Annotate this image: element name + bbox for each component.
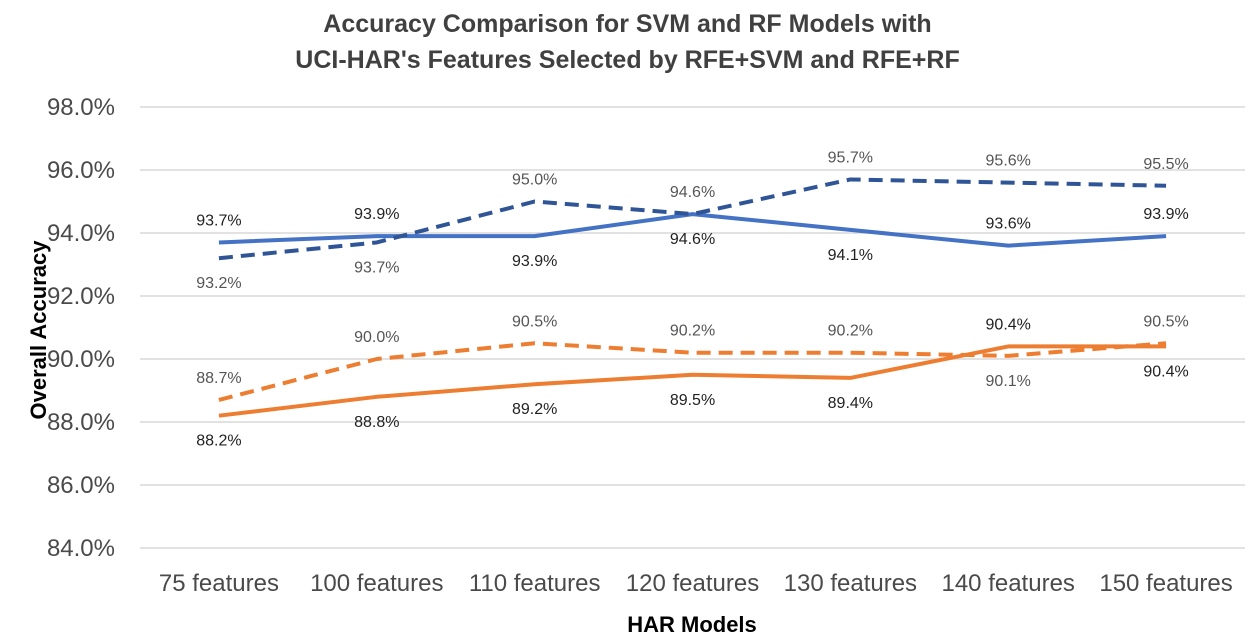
chart-title-line-2: UCI-HAR's Features Selected by RFE+SVM a… (295, 46, 960, 74)
y-tick-label: 96.0% (47, 157, 115, 184)
data-label: 88.2% (196, 433, 241, 450)
x-tick-label: 110 features (469, 570, 601, 597)
data-label: 89.5% (670, 392, 715, 409)
data-label: 90.1% (986, 373, 1031, 390)
data-label: 94.1% (828, 247, 873, 264)
data-label: 93.9% (1143, 206, 1188, 223)
chart-title: Accuracy Comparison for SVM and RF Model… (0, 6, 1255, 78)
data-label: 90.4% (986, 316, 1031, 333)
data-label: 89.2% (512, 401, 557, 418)
x-axis-ticks: 75 features 100 features 110 features 120 f… (159, 570, 1233, 597)
data-label: 93.2% (196, 275, 241, 292)
data-label: 93.7% (354, 259, 399, 276)
x-tick-label: 150 features (1099, 570, 1232, 597)
y-tick-label: 86.0% (47, 472, 115, 499)
data-label: 95.0% (512, 172, 557, 189)
chart-title-line-1: Accuracy Comparison for SVM and RF Model… (323, 10, 932, 38)
data-label: 90.5% (512, 313, 557, 330)
data-label: 93.6% (986, 216, 1031, 233)
data-label: 93.9% (354, 206, 399, 223)
x-tick-label: 130 features (784, 570, 917, 597)
data-label: 90.4% (1143, 363, 1188, 380)
y-tick-label: 98.0% (47, 94, 115, 121)
data-labels: 93.7% 93.9% 93.9% 94.6% 94.1% 93.6% 93.9% 93.2%… (196, 149, 1189, 449)
series-line-4 (218, 341, 1167, 402)
data-label: 93.9% (512, 253, 557, 270)
data-label: 94.6% (670, 231, 715, 248)
data-label: 90.0% (354, 329, 399, 346)
data-label: 93.7% (196, 212, 241, 229)
data-label: 95.7% (828, 149, 873, 166)
data-label: 95.5% (1143, 156, 1188, 173)
x-tick-label: 140 features (941, 570, 1074, 597)
data-label: 95.6% (986, 153, 1031, 170)
y-tick-label: 92.0% (47, 283, 115, 310)
series-line-3 (218, 344, 1167, 418)
x-tick-label: 100 features (310, 570, 443, 597)
x-axis-title: HAR Models (627, 612, 757, 637)
data-label: 88.8% (354, 414, 399, 431)
data-label: 88.7% (196, 370, 241, 387)
data-label: 94.6% (670, 184, 715, 201)
series-lines (218, 177, 1167, 418)
series-line-1 (218, 212, 1167, 248)
y-axis-title: Overall Accuracy (26, 240, 51, 420)
gridlines (140, 106, 1245, 549)
data-label: 90.2% (828, 323, 873, 340)
y-tick-label: 90.0% (47, 346, 115, 373)
data-label: 89.4% (828, 395, 873, 412)
y-axis-ticks: 84.0% 86.0% 88.0% 90.0% 92.0% 94.0% 96.0% 98.0% (47, 94, 115, 562)
series-line-2 (218, 177, 1167, 261)
data-label: 90.2% (670, 323, 715, 340)
y-tick-label: 94.0% (47, 220, 115, 247)
x-tick-label: 120 features (626, 570, 759, 597)
y-tick-label: 88.0% (47, 409, 115, 436)
x-tick-label: 75 features (159, 570, 279, 597)
data-label: 90.5% (1143, 313, 1188, 330)
y-tick-label: 84.0% (47, 535, 115, 562)
